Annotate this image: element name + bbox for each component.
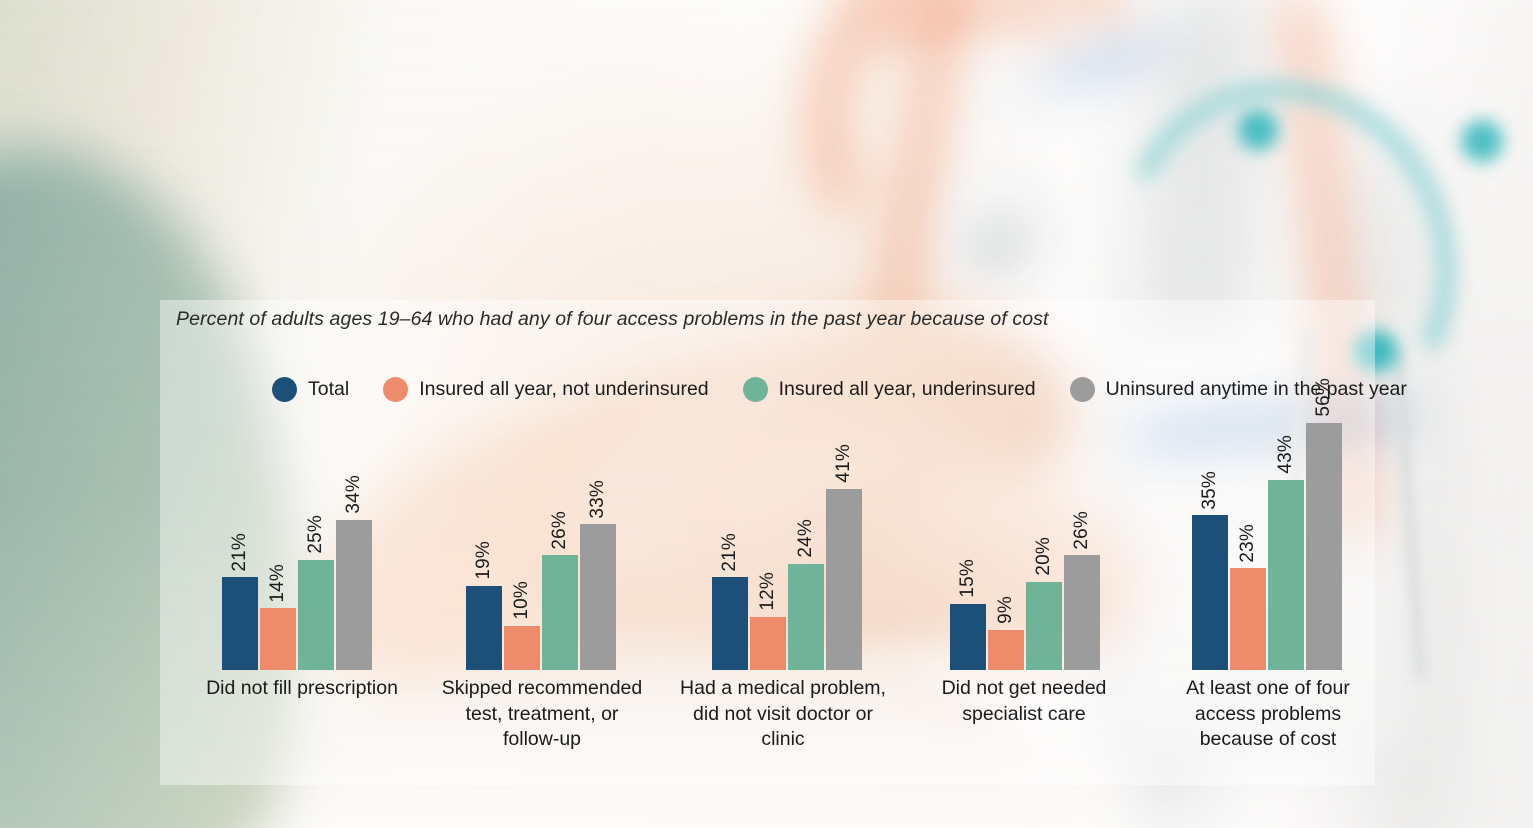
bar-value-label: 24% bbox=[795, 519, 816, 558]
bar-value-label: 41% bbox=[833, 444, 854, 483]
x-axis-label-line: specialist care bbox=[962, 702, 1086, 725]
bar-value-label: 20% bbox=[1033, 537, 1054, 576]
bar-group-0: 21% 14% 25% 34% bbox=[222, 400, 372, 670]
legend-item-2[interactable]: Insured all year, underinsured bbox=[742, 377, 1070, 402]
bar-group-4: 35% 23% 43% 56% bbox=[1192, 378, 1342, 670]
x-axis-label-line: At least one of four bbox=[1186, 677, 1350, 699]
legend-dot-icon bbox=[383, 377, 409, 402]
bar-value-label: 35% bbox=[1199, 470, 1220, 510]
x-axis-label-line: Did not get needed bbox=[941, 677, 1107, 699]
bar-value-label: 21% bbox=[229, 532, 250, 572]
bar[interactable]: 20% bbox=[1026, 537, 1062, 670]
legend-item-label: Uninsured anytime in the past year bbox=[1105, 378, 1407, 400]
bar[interactable]: 14% bbox=[260, 564, 296, 670]
x-axis-label-line: Had a medical problem, bbox=[680, 677, 886, 699]
bar[interactable]: 19% bbox=[466, 541, 502, 670]
bar-value-label: 14% bbox=[267, 563, 288, 603]
bar[interactable]: 21% bbox=[222, 533, 258, 670]
legend-item-label: Total bbox=[308, 378, 350, 400]
bar[interactable]: 25% bbox=[298, 515, 334, 670]
x-axis-label-1: Skipped recommended test, treatment, or fo… bbox=[422, 676, 662, 753]
bar-value-label: 26% bbox=[549, 510, 570, 550]
bar-group-2: 21% 12% 24% 41% bbox=[712, 400, 862, 670]
bar[interactable]: 35% bbox=[1192, 471, 1228, 670]
bar-value-label: 56% bbox=[1313, 378, 1334, 417]
x-axis-label-0: Did not fill prescription bbox=[187, 676, 417, 702]
bar[interactable]: 10% bbox=[504, 581, 540, 670]
bar-value-label: 12% bbox=[757, 572, 778, 611]
bar[interactable]: 15% bbox=[950, 559, 986, 670]
legend-item-0[interactable]: Total bbox=[272, 377, 383, 402]
bar-group-1: 19% 10% 26% 33% bbox=[466, 400, 616, 670]
x-axis-label-4: At least one of four access problems becau… bbox=[1163, 676, 1373, 753]
bar[interactable]: 23% bbox=[1230, 524, 1266, 670]
bar[interactable]: 21% bbox=[712, 533, 748, 670]
bar-chart-plot-area: 21% 14% 25% 34% 19% 10% 26% 33% 21% 12% 24% 41% 15% 9… bbox=[160, 378, 1400, 670]
x-axis-label-2: Had a medical problem, did not visit doct… bbox=[663, 676, 903, 753]
bar-group-3: 15% 9% 20% 26% bbox=[950, 400, 1100, 670]
bar[interactable]: 41% bbox=[826, 444, 862, 670]
legend-item-label: Insured all year, underinsured bbox=[778, 378, 1036, 400]
bar-value-label: 21% bbox=[719, 532, 740, 572]
chart-subtitle: Percent of adults ages 19–64 who had any… bbox=[176, 308, 1049, 330]
x-axis-label-line: Did not fill prescription bbox=[206, 677, 398, 699]
bar-value-label: 15% bbox=[957, 559, 978, 598]
bar[interactable]: 34% bbox=[336, 475, 372, 670]
legend-item-3[interactable]: Uninsured anytime in the past year bbox=[1069, 377, 1441, 402]
legend-dot-icon bbox=[272, 377, 297, 402]
bar[interactable]: 33% bbox=[580, 480, 616, 670]
bar-value-label: 10% bbox=[511, 581, 532, 620]
x-axis-label-line: did not visit doctor or bbox=[693, 702, 873, 725]
x-axis-label-3: Did not get needed specialist care bbox=[924, 676, 1124, 727]
bar-value-label: 33% bbox=[587, 479, 608, 519]
bar-value-label: 19% bbox=[473, 541, 494, 581]
bar[interactable]: 43% bbox=[1268, 435, 1304, 670]
legend-item-1[interactable]: Insured all year, not underinsured bbox=[383, 377, 742, 402]
bar[interactable]: 26% bbox=[542, 511, 578, 670]
bar[interactable]: 24% bbox=[788, 519, 824, 670]
bar-value-label: 34% bbox=[343, 475, 364, 514]
x-axis-label-line: access problems bbox=[1194, 702, 1342, 725]
legend-dot-icon bbox=[742, 377, 768, 402]
bar[interactable]: 26% bbox=[1064, 511, 1100, 670]
x-axis-label-line: Skipped recommended bbox=[441, 677, 643, 699]
bar-value-label: 25% bbox=[305, 514, 326, 554]
bar-value-label: 23% bbox=[1237, 523, 1258, 563]
bar[interactable]: 56% bbox=[1306, 378, 1342, 670]
bar[interactable]: 12% bbox=[750, 572, 786, 670]
bar[interactable]: 9% bbox=[988, 596, 1024, 670]
bar-value-label: 26% bbox=[1071, 510, 1092, 550]
legend-dot-icon bbox=[1069, 377, 1095, 402]
bar-value-label: 9% bbox=[995, 596, 1016, 625]
x-axis-label-line: follow-up bbox=[502, 728, 582, 751]
x-axis-label-line: clinic bbox=[761, 728, 805, 751]
bar-value-label: 43% bbox=[1275, 435, 1296, 475]
chart-legend: Total Insured all year, not underinsured I… bbox=[272, 377, 1441, 402]
legend-item-label: Insured all year, not underinsured bbox=[419, 378, 709, 400]
x-axis-label-line: test, treatment, or bbox=[465, 702, 619, 725]
x-axis-label-line: because of cost bbox=[1199, 728, 1337, 751]
